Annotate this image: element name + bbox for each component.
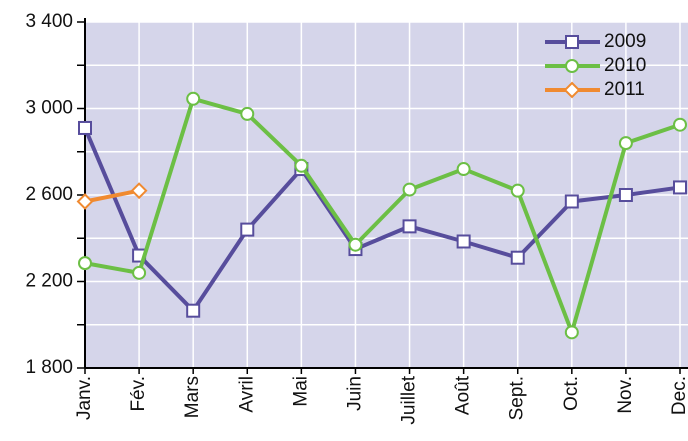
data-point xyxy=(132,265,147,280)
data-point xyxy=(618,136,633,151)
data-point xyxy=(130,182,148,200)
y-tick-label: 3 000 xyxy=(25,98,73,119)
data-point xyxy=(564,194,579,209)
legend-label: 2010 xyxy=(604,55,646,76)
legend-marker xyxy=(563,81,581,99)
data-point xyxy=(510,250,525,265)
data-point xyxy=(673,117,687,132)
data-point xyxy=(456,234,471,249)
data-point xyxy=(618,188,633,202)
x-tick-label: Mai xyxy=(290,376,311,407)
data-point xyxy=(294,158,309,173)
x-tick-label: Fév. xyxy=(128,376,149,412)
data-point xyxy=(186,303,201,318)
data-point xyxy=(240,222,255,237)
legend-label: 2011 xyxy=(604,79,645,100)
legend-label: 2009 xyxy=(604,31,646,52)
data-point xyxy=(564,325,579,340)
x-tick-label: Août xyxy=(453,375,474,415)
data-point xyxy=(76,193,94,210)
x-tick-label: Avril xyxy=(236,376,257,413)
data-point xyxy=(402,182,417,197)
data-point xyxy=(240,106,255,121)
series-line xyxy=(84,188,140,204)
data-point xyxy=(402,219,417,234)
x-tick-label: Dec. xyxy=(669,376,688,415)
y-tick-label: 3 400 xyxy=(25,11,73,32)
y-tick-label: 2 200 xyxy=(25,271,73,292)
x-tick-label: Juillet xyxy=(399,375,420,424)
x-tick-label: Juin xyxy=(344,376,365,411)
legend-marker xyxy=(565,35,579,49)
y-tick-label: 2 600 xyxy=(25,184,73,205)
data-point xyxy=(673,180,687,195)
x-tick-label: Janv. xyxy=(74,376,95,420)
data-point xyxy=(78,120,92,135)
data-point xyxy=(186,91,201,106)
data-point xyxy=(510,183,525,198)
series-line xyxy=(83,127,681,313)
x-tick-label: Sept. xyxy=(507,376,528,420)
x-tick-label: Nov. xyxy=(615,376,636,414)
y-tick-label: 1 800 xyxy=(25,357,73,378)
x-tick-label: Oct. xyxy=(561,376,582,411)
data-point xyxy=(78,256,92,271)
series-line xyxy=(84,96,681,335)
legend-marker xyxy=(565,59,579,73)
data-point xyxy=(348,237,363,252)
x-tick-label: Mars xyxy=(182,376,203,418)
data-point xyxy=(456,162,471,177)
